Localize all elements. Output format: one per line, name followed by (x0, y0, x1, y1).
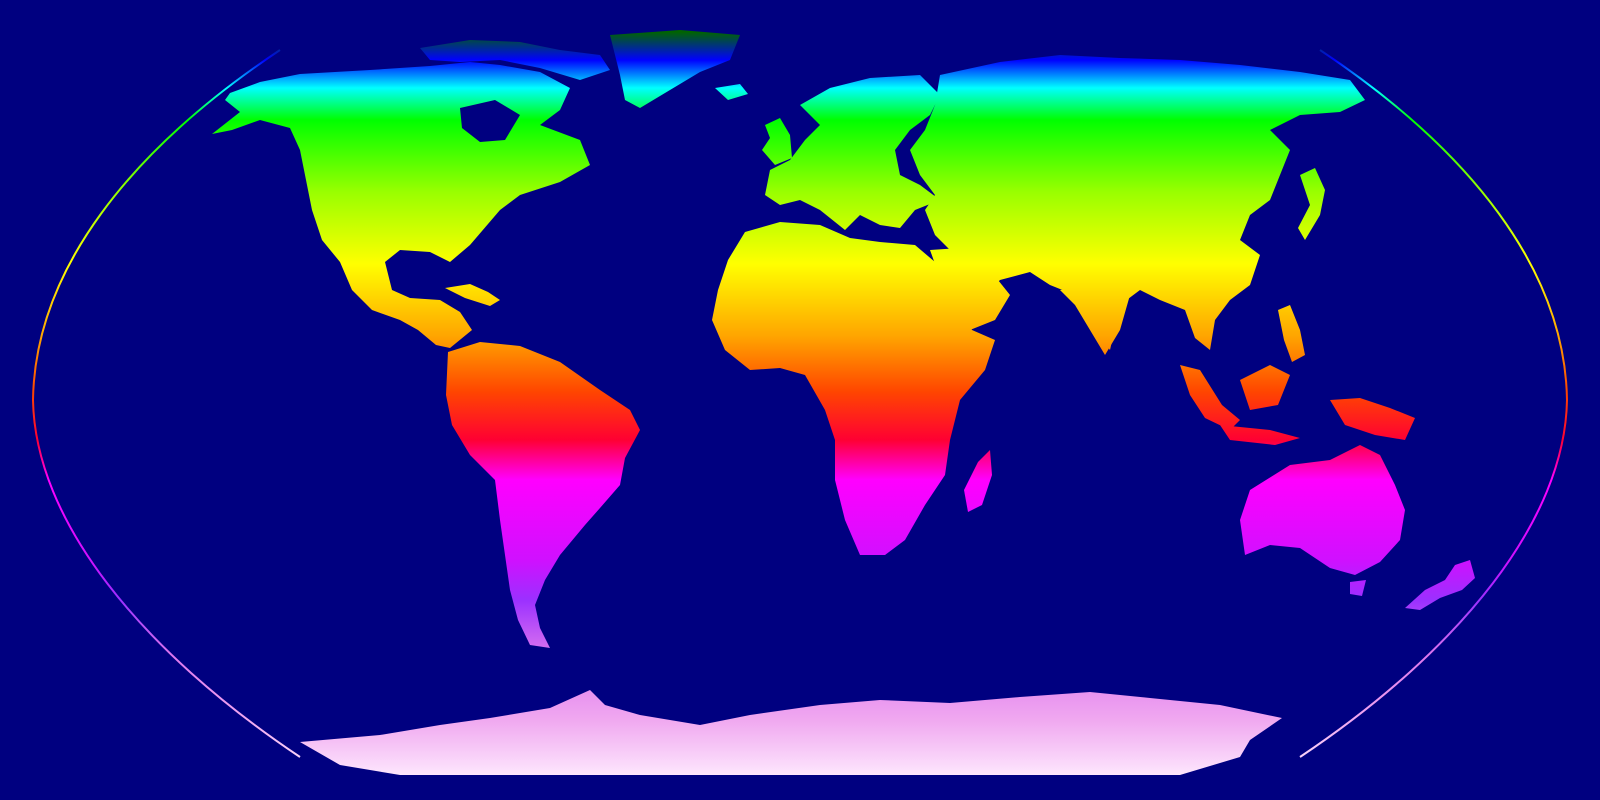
arabian-peninsula (930, 248, 1010, 332)
arctic-islands (420, 40, 610, 80)
antarctica (300, 690, 1282, 775)
madagascar (964, 450, 992, 512)
africa (712, 222, 995, 555)
india (1060, 285, 1130, 355)
hudson-bay (460, 100, 520, 142)
tasmania (1350, 580, 1366, 596)
globe-outline (31, 49, 1569, 758)
iceland (715, 84, 748, 100)
new-guinea (1330, 398, 1415, 440)
south-america (446, 342, 640, 648)
philippines (1278, 305, 1305, 362)
new-zealand (1405, 560, 1475, 610)
indonesia (1180, 365, 1300, 445)
asia (910, 55, 1365, 350)
caribbean (445, 284, 500, 306)
great-britain (762, 118, 792, 165)
japan (1298, 168, 1325, 240)
australia (1240, 445, 1405, 575)
greenland (610, 30, 740, 108)
europe (765, 75, 940, 230)
